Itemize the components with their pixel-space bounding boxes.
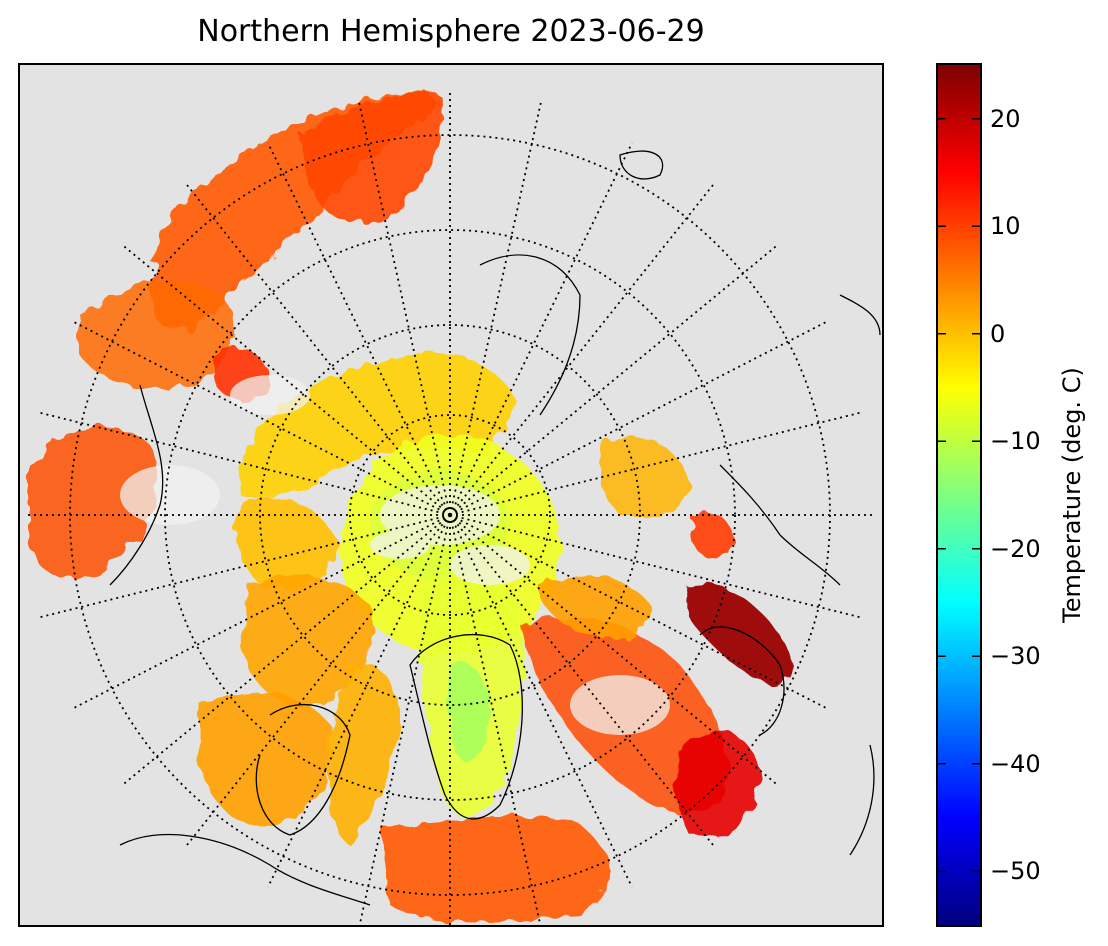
sst-patch-white-sea xyxy=(690,512,733,559)
colorbar-tick-label: −40 xyxy=(990,749,1041,778)
colorbar-tick-label: −10 xyxy=(990,427,1041,456)
sst-patch-north-atlantic xyxy=(380,816,610,922)
cloud-mask xyxy=(120,375,670,735)
sst-patch-barents xyxy=(540,574,650,639)
sst-patch-pacific-west xyxy=(30,427,158,579)
sst-patch-siberian-shelf xyxy=(240,354,520,498)
sst-patch-hudson-bay xyxy=(200,691,333,827)
sst-patch-bering-west xyxy=(80,280,235,389)
sst-patch-kara xyxy=(598,437,690,519)
sst-patch-greenland-core xyxy=(447,662,490,763)
colorbar-tick-label: −30 xyxy=(990,642,1041,671)
colorbar-tick-label: 20 xyxy=(990,104,1021,133)
sst-patch-caspian xyxy=(685,583,791,685)
colorbar-tick-label: 0 xyxy=(990,319,1006,348)
map-panel[interactable] xyxy=(18,63,884,927)
sst-patch-okhotsk xyxy=(300,92,443,224)
colorbar-label: Temperature (deg. C) xyxy=(1058,367,1086,623)
map-canvas xyxy=(25,90,881,925)
sst-patch-canadian-archipelago xyxy=(240,574,373,707)
colorbar-tick-label: 10 xyxy=(990,212,1021,241)
colorbar-tick-label: −20 xyxy=(990,534,1041,563)
colorbar-tick-label: −50 xyxy=(990,857,1041,886)
sst-patch-laptev xyxy=(236,497,340,589)
sst-patch-baffin-bay xyxy=(328,663,400,845)
colorbar xyxy=(936,63,982,927)
coastlines xyxy=(109,150,881,906)
graticule xyxy=(25,90,875,925)
sst-patch-europe-coast xyxy=(673,730,760,838)
map-title: Northern Hemisphere 2023-06-29 xyxy=(197,14,705,49)
colorbar-gradient xyxy=(938,65,980,925)
